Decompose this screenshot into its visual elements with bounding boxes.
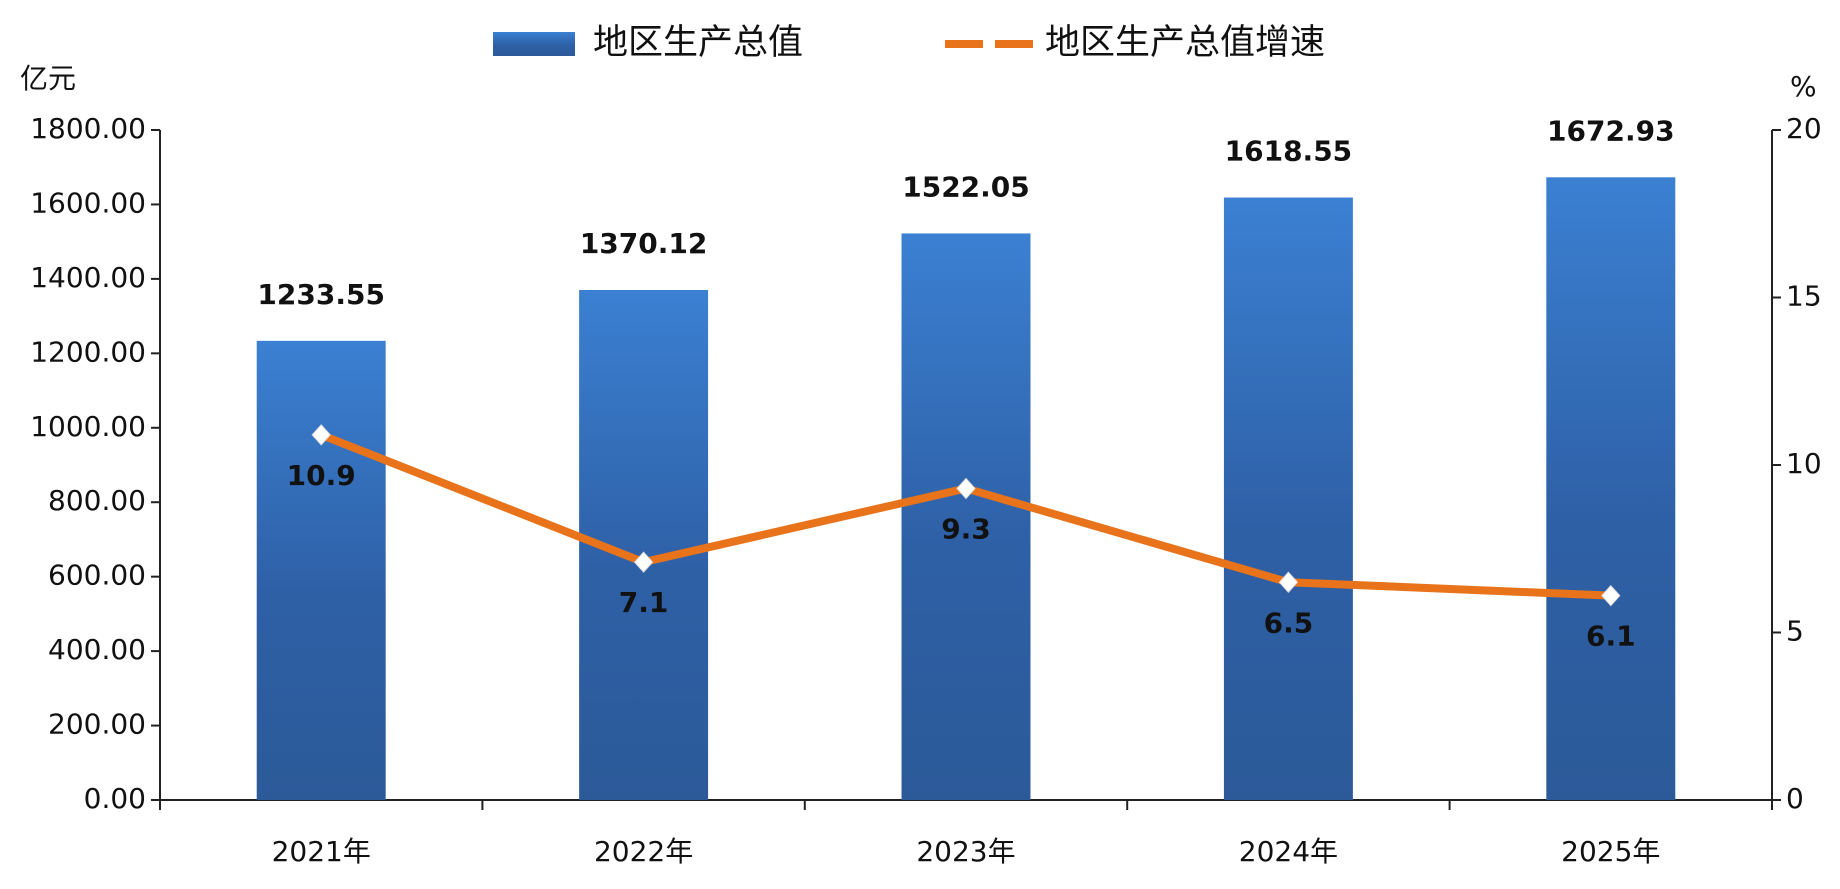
y-tick-label: 400.00 (48, 633, 146, 666)
line-marker (956, 477, 976, 500)
y-axis-label: 亿元 (20, 62, 76, 95)
y2-tick-label: 20 (1786, 112, 1822, 145)
legend-label: 地区生产总值 (593, 23, 803, 63)
y2-tick-label: 0 (1786, 782, 1804, 815)
y2-tick-label: 5 (1786, 615, 1804, 648)
y-tick-label: 200.00 (48, 708, 146, 741)
bar-value-label: 1522.05 (902, 170, 1030, 203)
y-tick-label: 1400.00 (30, 261, 146, 294)
y-tick-label: 1000.00 (30, 410, 146, 443)
y-tick-label: 600.00 (48, 559, 146, 592)
y-tick-label: 1600.00 (30, 186, 146, 219)
bar-value-label: 1370.12 (580, 227, 708, 260)
line-value-label: 7.1 (619, 586, 669, 619)
legend-swatch (493, 32, 575, 56)
y2-tick-label: 10 (1786, 447, 1822, 480)
bar-value-label: 1233.55 (257, 278, 385, 311)
line-marker (1278, 571, 1299, 593)
line-value-label: 6.5 (1264, 606, 1314, 639)
x-tick-label: 2024年 (1239, 835, 1338, 868)
bar (901, 233, 1031, 800)
y-tick-label: 1200.00 (30, 335, 146, 368)
x-tick-label: 2023年 (916, 835, 1015, 868)
x-tick-label: 2025年 (1561, 835, 1660, 868)
legend-label: 地区生产总值增速 (1045, 23, 1325, 63)
bar (1546, 177, 1676, 800)
x-tick-label: 2021年 (272, 835, 371, 868)
line-value-label: 9.3 (941, 512, 991, 545)
y-tick-label: 0.00 (84, 782, 146, 815)
line-value-label: 6.1 (1586, 620, 1636, 653)
y-tick-label: 800.00 (48, 484, 146, 517)
line-marker (311, 424, 331, 446)
x-tick-label: 2022年 (594, 835, 693, 868)
line-marker (633, 551, 654, 573)
y2-tick-label: 15 (1786, 280, 1822, 313)
bar-value-label: 1672.93 (1547, 114, 1675, 147)
bar-value-label: 1618.55 (1225, 135, 1353, 168)
bar (1223, 197, 1353, 800)
y-tick-label: 1800.00 (30, 112, 146, 145)
line-marker (1601, 584, 1621, 607)
y2-axis-label: % (1790, 70, 1817, 103)
line-value-label: 10.9 (287, 459, 356, 492)
bar (256, 340, 386, 800)
